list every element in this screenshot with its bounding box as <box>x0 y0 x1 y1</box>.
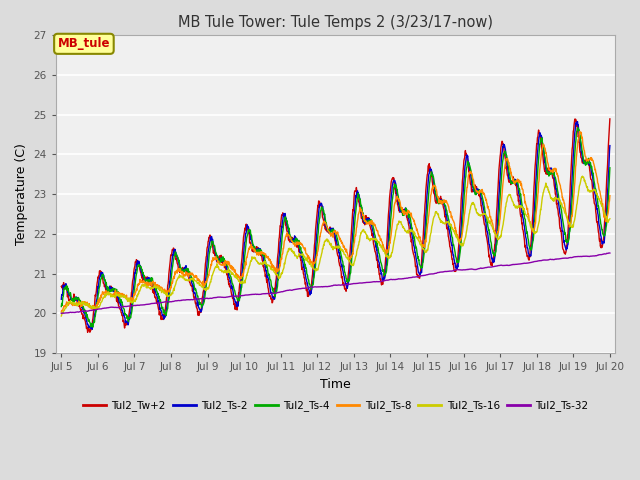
Text: MB_tule: MB_tule <box>58 37 110 50</box>
Y-axis label: Temperature (C): Temperature (C) <box>15 143 28 245</box>
Legend: Tul2_Tw+2, Tul2_Ts-2, Tul2_Ts-4, Tul2_Ts-8, Tul2_Ts-16, Tul2_Ts-32: Tul2_Tw+2, Tul2_Ts-2, Tul2_Ts-4, Tul2_Ts… <box>79 396 593 416</box>
X-axis label: Time: Time <box>320 378 351 391</box>
Title: MB Tule Tower: Tule Temps 2 (3/23/17-now): MB Tule Tower: Tule Temps 2 (3/23/17-now… <box>178 15 493 30</box>
